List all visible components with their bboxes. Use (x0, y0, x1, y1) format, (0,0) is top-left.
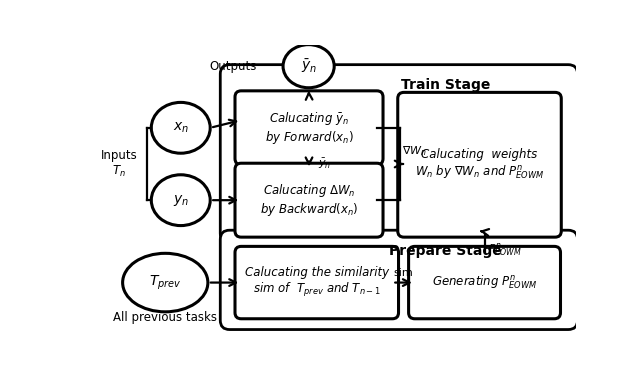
FancyBboxPatch shape (235, 91, 383, 165)
Text: $x_n$: $x_n$ (173, 121, 189, 135)
Ellipse shape (123, 253, 208, 312)
FancyBboxPatch shape (220, 230, 577, 330)
FancyBboxPatch shape (397, 92, 561, 237)
Text: Calucating  weights
$W_n$ by $\nabla W_n$ and $P^n_{EOWM}$: Calucating weights $W_n$ by $\nabla W_n$… (415, 148, 544, 181)
Text: Calucating $\bar{y}_n$
by Forward$(x_n)$: Calucating $\bar{y}_n$ by Forward$(x_n)$ (265, 110, 353, 146)
Text: Generating $P^n_{EOWM}$: Generating $P^n_{EOWM}$ (432, 274, 537, 291)
Text: Train Stage: Train Stage (401, 78, 490, 93)
FancyBboxPatch shape (235, 246, 399, 319)
FancyBboxPatch shape (235, 163, 383, 237)
Text: Outputs: Outputs (209, 60, 257, 73)
Text: Inputs
$T_n$: Inputs $T_n$ (100, 149, 137, 179)
Text: $P^n_{EOWM}$: $P^n_{EOWM}$ (488, 241, 522, 258)
FancyBboxPatch shape (408, 246, 561, 319)
Ellipse shape (151, 102, 210, 153)
Text: Calucating $\Delta W_n$
by Backward$(x_n)$: Calucating $\Delta W_n$ by Backward$(x_n… (260, 182, 358, 218)
Ellipse shape (283, 45, 334, 88)
Text: $\bar{y}_n$: $\bar{y}_n$ (318, 157, 332, 171)
Ellipse shape (151, 175, 210, 225)
Text: sim: sim (394, 268, 413, 278)
Text: $\bar{y}_n$: $\bar{y}_n$ (301, 57, 317, 75)
Text: Prepare Stage: Prepare Stage (389, 244, 502, 258)
Text: $T_{prev}$: $T_{prev}$ (149, 273, 182, 292)
Text: $\nabla W_n$: $\nabla W_n$ (402, 144, 426, 158)
FancyBboxPatch shape (220, 65, 577, 243)
Text: Calucating the similarity
sim of  $T_{prev}$ and $T_{n-1}$: Calucating the similarity sim of $T_{pre… (244, 266, 389, 299)
Text: $y_n$: $y_n$ (173, 193, 189, 208)
Text: All previous tasks: All previous tasks (113, 311, 217, 324)
